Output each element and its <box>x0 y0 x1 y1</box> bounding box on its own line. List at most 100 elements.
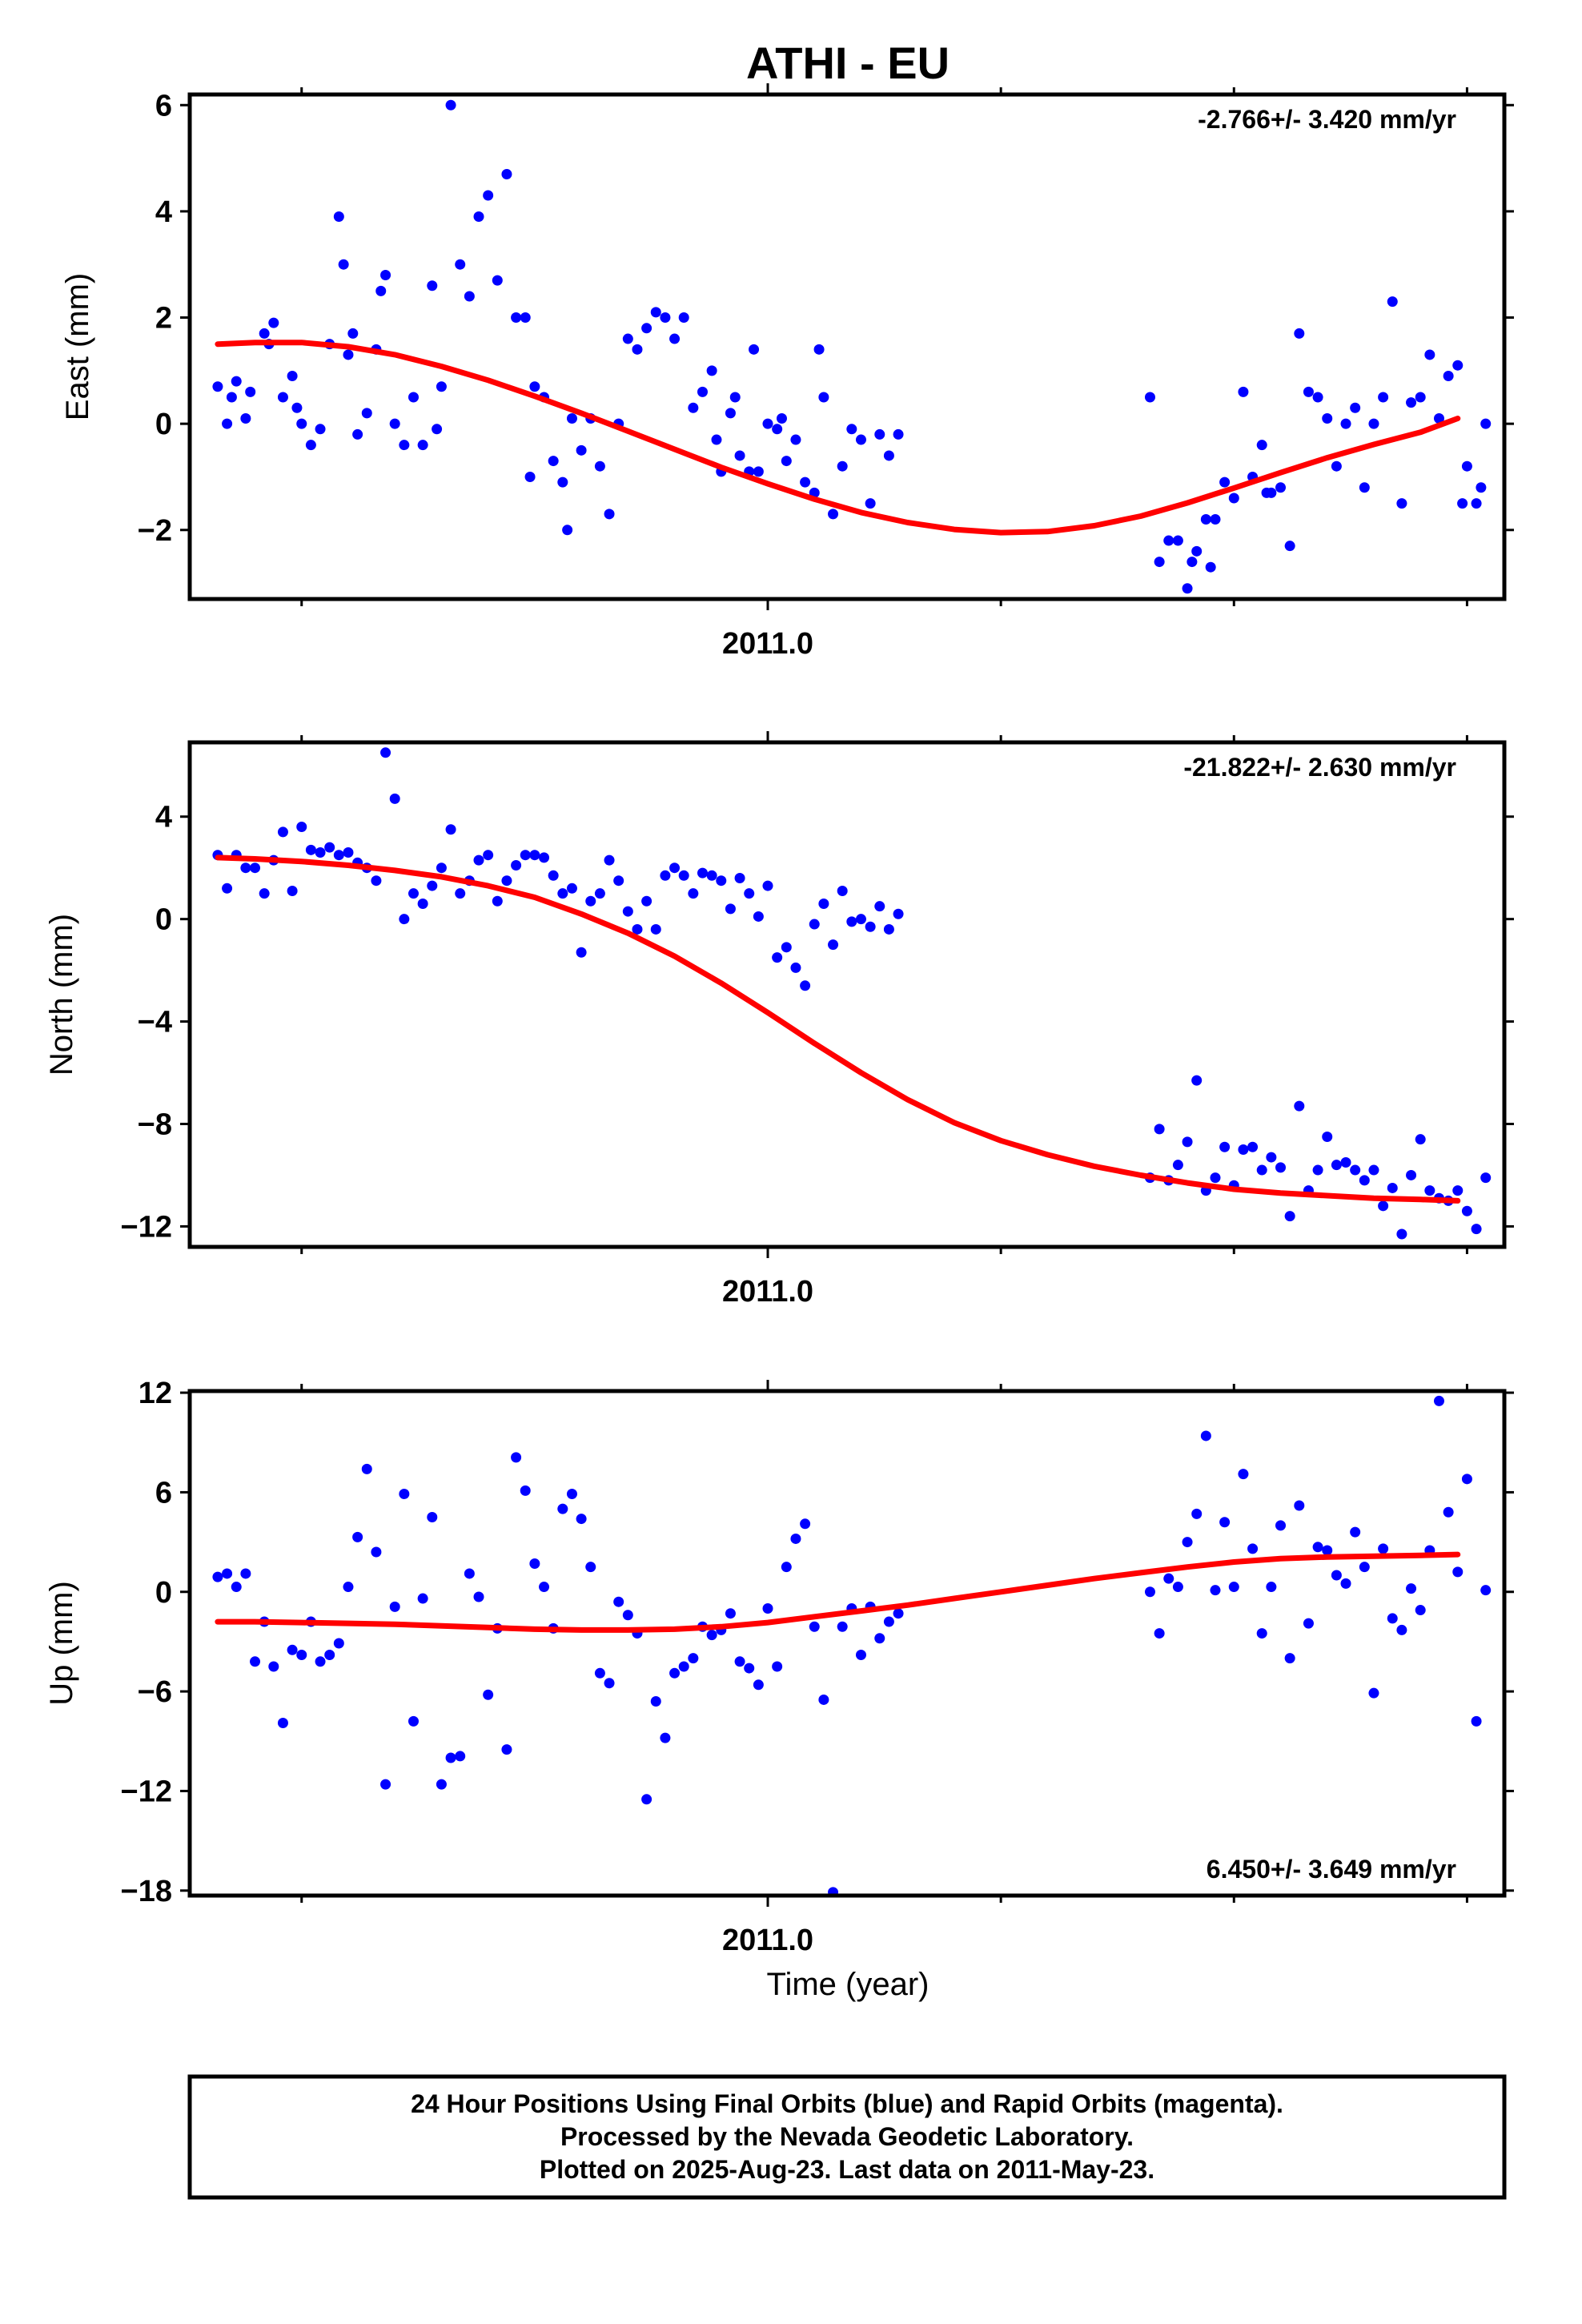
up-data-point <box>399 1488 410 1499</box>
east-data-point <box>566 413 577 424</box>
north-data-point <box>604 854 615 866</box>
up-data-point <box>1266 1582 1277 1593</box>
north-data-point <box>389 793 400 804</box>
north-data-point <box>259 888 270 899</box>
east-data-point <box>333 211 344 223</box>
north-data-point <box>1471 1224 1482 1235</box>
north-data-point <box>455 888 466 899</box>
up-data-point <box>1238 1469 1249 1480</box>
east-data-point <box>1219 476 1231 488</box>
up-data-point <box>641 1794 652 1805</box>
east-data-point <box>231 376 242 387</box>
up-data-point <box>1154 1628 1165 1639</box>
north-data-point <box>800 980 811 991</box>
east-data-point <box>594 460 605 472</box>
up-data-point <box>1359 1562 1370 1573</box>
up-data-point <box>772 1661 783 1672</box>
up-data-point <box>585 1562 596 1573</box>
north-data-point <box>650 923 661 935</box>
east-data-point <box>464 291 475 302</box>
east-rate-annotation: -2.766+/- 3.420 mm/yr <box>1198 105 1456 134</box>
north-data-point <box>576 947 587 958</box>
east-data-point <box>436 381 447 392</box>
up-data-point <box>268 1661 279 1672</box>
east-data-point <box>524 471 536 482</box>
up-data-point <box>809 1621 820 1632</box>
east-data-point <box>1461 460 1472 472</box>
east-data-point <box>361 408 372 419</box>
north-data-point <box>669 862 681 874</box>
north-data-point <box>315 847 326 858</box>
north-data-point <box>511 860 522 871</box>
east-data-point <box>828 509 839 520</box>
up-data-point <box>520 1485 531 1496</box>
panel-north: −12 −8 −4 0 4 2011.0 North (mm) -21.822+/- 2.63… <box>44 731 1514 1309</box>
east-data-point <box>557 476 568 488</box>
north-data-point <box>828 939 839 951</box>
east-data-point <box>1186 557 1198 568</box>
north-data-point <box>1452 1185 1464 1196</box>
east-data-point <box>650 307 661 318</box>
up-data-point <box>464 1568 475 1579</box>
east-data-point <box>818 392 829 403</box>
up-data-point <box>361 1463 372 1474</box>
up-data-point <box>594 1667 605 1679</box>
east-data-point <box>725 408 736 419</box>
east-data-point <box>1415 392 1426 403</box>
north-data-point <box>1424 1185 1435 1196</box>
east-data-point <box>874 428 885 440</box>
east-data-point <box>1312 392 1323 403</box>
up-data-point <box>883 1616 894 1627</box>
north-data-point <box>1350 1164 1361 1176</box>
north-data-point <box>427 880 438 891</box>
up-data-point <box>343 1582 354 1593</box>
north-data-point <box>697 867 708 879</box>
east-ytick-label: 2 <box>155 302 172 336</box>
north-data-point <box>725 903 736 915</box>
east-data-point <box>1303 386 1314 397</box>
east-data-point <box>483 190 494 201</box>
up-data-point <box>1172 1582 1183 1593</box>
north-data-point <box>893 908 904 919</box>
east-data-point <box>1359 482 1370 493</box>
east-data-point <box>380 269 391 280</box>
east-data-point <box>865 498 876 509</box>
east-data-point <box>734 450 745 461</box>
east-data-point <box>813 344 825 355</box>
north-data-point <box>1182 1136 1193 1148</box>
north-data-point <box>837 885 848 896</box>
north-data-point <box>1359 1175 1370 1186</box>
east-data-point <box>212 381 223 392</box>
east-data-point <box>1200 514 1211 525</box>
footer-line-1: 24 Hour Positions Using Final Orbits (bl… <box>411 2089 1283 2118</box>
north-xtick-label: 2011.0 <box>722 1275 813 1309</box>
east-data-point <box>240 413 251 424</box>
up-data-point <box>576 1514 587 1525</box>
east-data-point <box>1378 392 1389 403</box>
up-xtick-label: 2011.0 <box>722 1924 813 1957</box>
up-data-point <box>231 1582 242 1593</box>
east-data-point <box>417 440 428 451</box>
east-data-point <box>1182 583 1193 594</box>
east-data-point <box>1275 482 1287 493</box>
up-data-point <box>1294 1500 1305 1511</box>
north-data-point <box>1387 1182 1398 1193</box>
north-data-point <box>855 914 866 925</box>
up-data-point <box>557 1503 568 1514</box>
up-data-point <box>725 1608 736 1619</box>
north-data-point <box>529 850 540 861</box>
east-data-point <box>1457 498 1468 509</box>
up-data-point <box>1406 1583 1417 1594</box>
up-data-point <box>566 1488 577 1499</box>
up-plot-area <box>212 1395 1492 1896</box>
up-data-point <box>436 1779 447 1790</box>
north-data-point <box>1312 1164 1323 1176</box>
east-data-point <box>1256 440 1267 451</box>
north-data-point <box>688 888 699 899</box>
north-data-point <box>753 911 764 922</box>
north-data-point <box>1340 1156 1351 1168</box>
east-data-point <box>688 402 699 413</box>
north-ytick-label: −8 <box>138 1108 172 1141</box>
north-data-point <box>296 822 307 833</box>
up-ytick-label: 12 <box>139 1377 172 1410</box>
